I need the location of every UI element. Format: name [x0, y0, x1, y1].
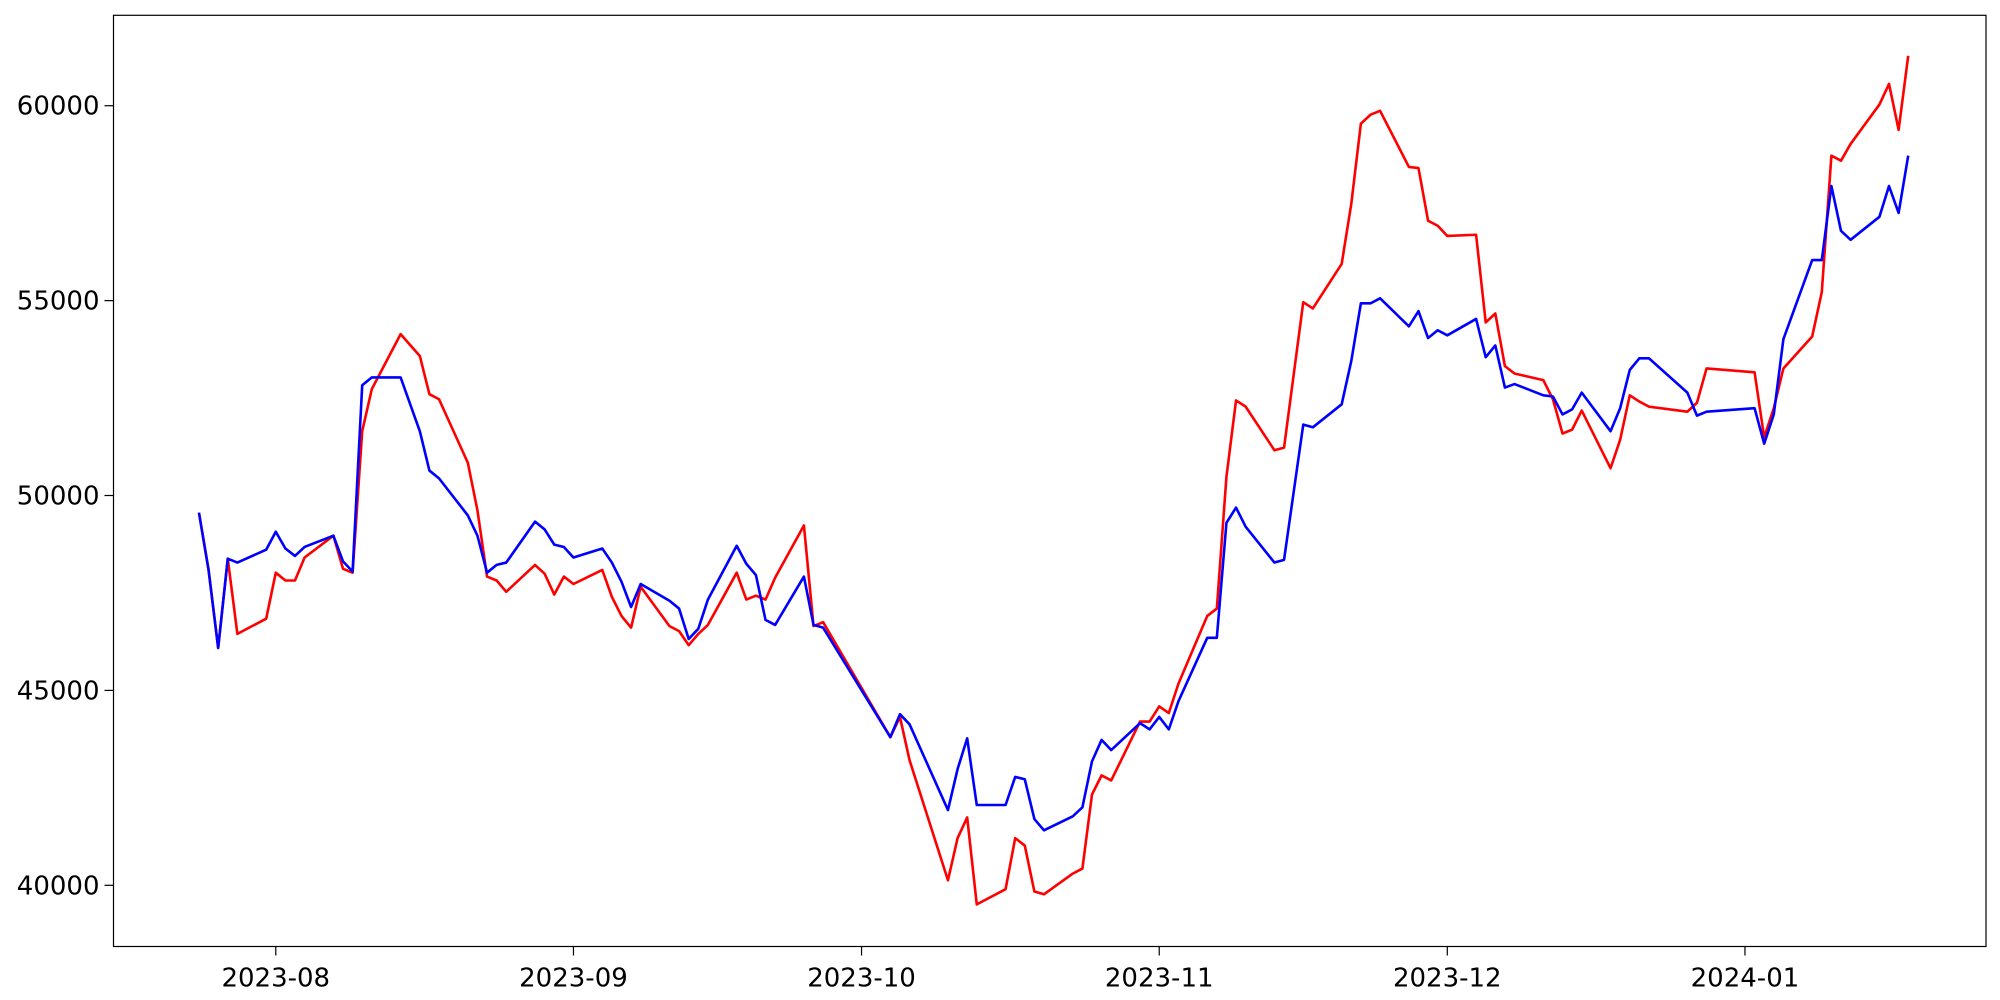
y-tick-label: 60000: [17, 92, 100, 122]
y-tick-label: 45000: [17, 676, 100, 706]
x-tick-label: 2023-10: [807, 964, 916, 994]
plot-frame: [112, 14, 1987, 948]
x-tick-label: 2023-12: [1393, 964, 1502, 994]
x-tick-label: 2024-01: [1691, 964, 1800, 994]
y-tick-label: 50000: [17, 482, 100, 512]
x-tick-label: 2023-11: [1105, 964, 1214, 994]
data-line: [197, 155, 1910, 832]
y-tick-label: 40000: [17, 871, 100, 901]
y-tick-label: 55000: [17, 287, 100, 317]
x-tick-label: 2023-08: [221, 964, 330, 994]
data-line: [197, 55, 1910, 906]
x-tick-label: 2023-09: [519, 964, 628, 994]
